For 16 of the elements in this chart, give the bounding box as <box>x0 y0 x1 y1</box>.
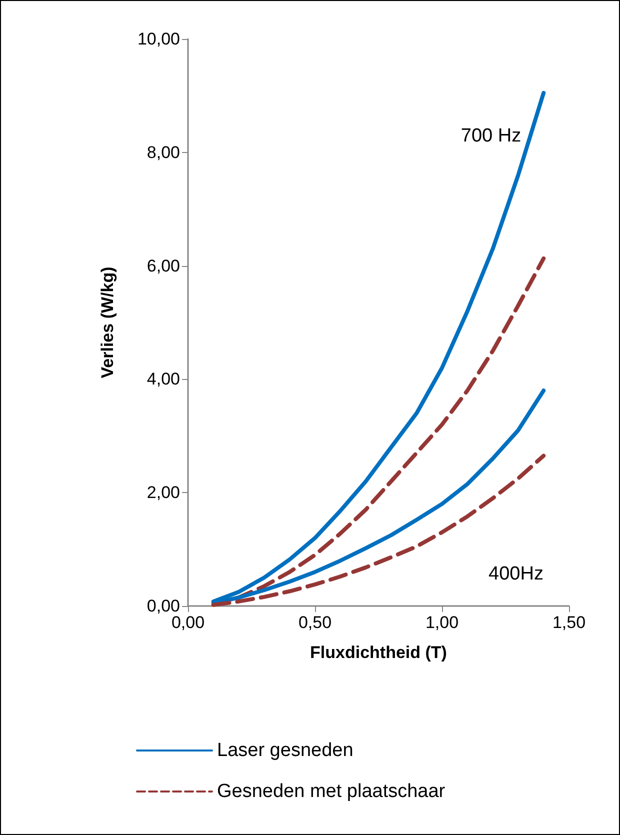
y-tick-label: 2,00 <box>146 483 180 502</box>
x-tick-label: 0,00 <box>171 613 205 632</box>
x-tick-label: 0,50 <box>298 613 332 632</box>
y-axis-title: Verlies (W/kg) <box>98 266 117 378</box>
x-tick-label: 1,50 <box>552 613 586 632</box>
annotation: 700 Hz <box>460 126 522 146</box>
x-tick-label: 1,00 <box>425 613 459 632</box>
y-tick-label: 4,00 <box>146 370 180 389</box>
x-axis-title: Fluxdichtheid (T) <box>310 643 447 662</box>
y-tick-label: 10,00 <box>137 30 180 48</box>
annotation: 400Hz <box>488 564 544 584</box>
legend-label: Gesneden met plaatschaar <box>217 781 446 802</box>
y-tick-label: 6,00 <box>146 256 180 276</box>
y-tick-label: 8,00 <box>146 142 180 162</box>
legend-label: Laser gesneden <box>217 740 354 761</box>
y-tick-label: 0,00 <box>146 596 180 616</box>
